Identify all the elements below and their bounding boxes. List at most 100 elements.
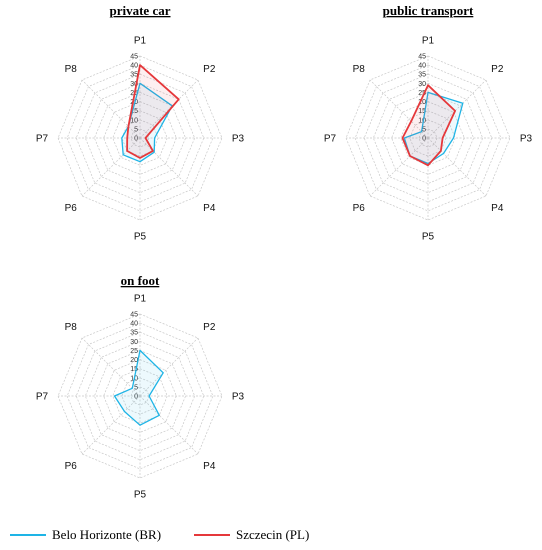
- tick-label: 40: [130, 63, 138, 70]
- tick-label: 35: [130, 330, 138, 337]
- legend-swatch: [10, 534, 46, 536]
- tick-label: 10: [130, 117, 138, 124]
- axis-label-p1: P1: [134, 36, 147, 47]
- legend-item-belo-horizonte: Belo Horizonte (BR): [10, 524, 161, 546]
- tick-label: 30: [130, 81, 138, 88]
- axis-label-p8: P8: [65, 64, 78, 75]
- axis-label-p2: P2: [491, 64, 504, 75]
- grid-spoke: [81, 395, 141, 455]
- radar-grid: [57, 313, 223, 479]
- tick-label: 15: [418, 108, 426, 115]
- legend-item-szczecin: Szczecin (PL): [194, 524, 309, 546]
- grid-ring: [121, 119, 159, 157]
- axis-label-p1: P1: [422, 36, 435, 47]
- axis-label-p6: P6: [353, 203, 366, 214]
- axis-label-p5: P5: [134, 490, 147, 501]
- grid-ring: [345, 55, 511, 221]
- tick-label: 45: [130, 54, 138, 61]
- grid-ring: [418, 128, 438, 148]
- grid-ring: [66, 322, 214, 470]
- axis-label-p3: P3: [232, 134, 245, 145]
- tick-label: 40: [418, 63, 426, 70]
- grid-spoke: [139, 137, 199, 197]
- axis-label-p4: P4: [203, 203, 216, 214]
- axis-label-p7: P7: [36, 134, 49, 145]
- tick-label: 5: [422, 126, 426, 133]
- series-szczecin: [401, 84, 457, 167]
- grid-ring: [130, 386, 150, 406]
- tick-label: 40: [130, 321, 138, 328]
- grid-spoke: [81, 337, 141, 397]
- legend: Belo Horizonte (BR) Szczecin (PL): [0, 524, 542, 546]
- tick-label: 45: [418, 54, 426, 61]
- legend-swatch: [194, 534, 230, 536]
- tick-label: 45: [130, 312, 138, 319]
- radar-grid: [345, 55, 511, 221]
- tick-label: 25: [418, 90, 426, 97]
- tick-label: 20: [418, 99, 426, 106]
- radar-chart-private-car: private car 051015202530354045P1P2P3P4P5…: [36, 3, 245, 243]
- grid-spoke: [427, 79, 487, 139]
- tick-label: 15: [130, 366, 138, 373]
- grid-ring: [103, 101, 177, 175]
- axis-label-p6: P6: [65, 203, 78, 214]
- grid-spoke: [139, 395, 199, 455]
- axis-label-p7: P7: [324, 134, 337, 145]
- radar-chart-public-transport: public transport 0 5 10 15 20 25 30 35 40 45 P1 P2 P…: [324, 3, 533, 243]
- legend-label: Szczecin (PL): [236, 527, 310, 542]
- series-belo-horizonte: [121, 82, 173, 163]
- axis-label-p3: P3: [232, 392, 245, 403]
- grid-spoke: [369, 137, 429, 197]
- chart-title: on foot: [121, 273, 160, 288]
- axis-label-p3: P3: [520, 134, 533, 145]
- tick-label: 30: [418, 81, 426, 88]
- series-belo-horizonte: [113, 349, 164, 426]
- axis-label-p2: P2: [203, 64, 216, 75]
- tick-label: 0: [134, 136, 138, 143]
- axis-label-p7: P7: [36, 392, 49, 403]
- grid-spoke: [139, 337, 199, 397]
- chart-title: public transport: [383, 3, 474, 18]
- axis-label-p4: P4: [491, 203, 504, 214]
- grid-ring: [130, 128, 150, 148]
- axis-label-p8: P8: [65, 322, 78, 333]
- grid-ring: [94, 350, 186, 442]
- axis-label-p1: P1: [134, 294, 147, 305]
- tick-label: 5: [134, 384, 138, 391]
- grid-ring: [94, 92, 186, 184]
- axis-label-p2: P2: [203, 322, 216, 333]
- chart-title: private car: [109, 3, 170, 18]
- grid-spoke: [81, 137, 141, 197]
- tick-label: 0: [422, 136, 426, 143]
- grid-ring: [409, 119, 447, 157]
- axis-label-p5: P5: [422, 232, 435, 243]
- grid-spoke: [139, 79, 199, 139]
- grid-ring: [66, 64, 214, 212]
- series-belo-horizonte: [403, 91, 464, 165]
- grid-ring: [103, 359, 177, 433]
- grid-spoke: [427, 137, 487, 197]
- axis-label-p4: P4: [203, 461, 216, 472]
- tick-label: 10: [418, 117, 426, 124]
- grid-ring: [57, 313, 223, 479]
- tick-label: 0: [134, 394, 138, 401]
- axis-label-p5: P5: [134, 232, 147, 243]
- grid-ring: [391, 101, 465, 175]
- grid-spoke: [81, 79, 141, 139]
- axis-label-p6: P6: [65, 461, 78, 472]
- tick-label: 30: [130, 339, 138, 346]
- tick-label: 35: [130, 72, 138, 79]
- series-szczecin: [126, 64, 180, 159]
- legend-label: Belo Horizonte (BR): [52, 527, 162, 542]
- tick-label: 20: [130, 357, 138, 364]
- grid-ring: [354, 64, 502, 212]
- tick-label: 5: [134, 126, 138, 133]
- grid-spoke: [369, 79, 429, 139]
- tick-label: 25: [130, 348, 138, 355]
- grid-ring: [57, 55, 223, 221]
- radar-chart-on-foot: on foot 051015202530354045P1P2P3P4P5P6P7…: [36, 273, 245, 501]
- tick-label: 15: [130, 108, 138, 115]
- axis-label-p8: P8: [353, 64, 366, 75]
- grid-ring: [382, 92, 474, 184]
